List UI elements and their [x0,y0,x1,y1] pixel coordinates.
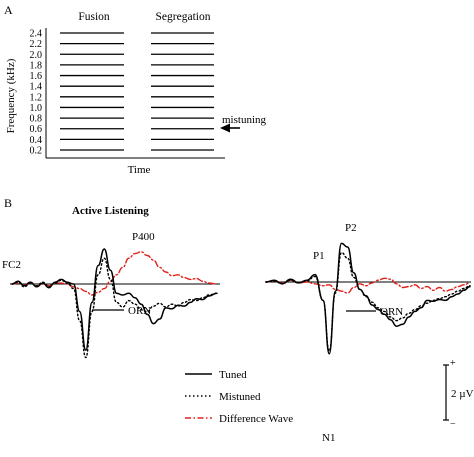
panel-a-letter: A [4,3,13,17]
right-mistuned-waveform [265,251,471,352]
scale-plus-sign: + [450,358,456,369]
y-tick-1-0: 1.0 [30,103,43,114]
condition-title: Active Listening [72,205,149,217]
segregation-harmonics [151,32,214,151]
orn-label-left: ORN [128,305,151,317]
y-tick-1-8: 1.8 [30,60,43,71]
legend: Tuned Mistuned Difference Wave [185,369,293,425]
right-difference-wave-waveform [265,277,471,294]
electrode-label: FC2 [2,259,21,271]
p1-label: P1 [313,250,325,262]
y-tick-0-4: 0.4 [30,135,43,146]
legend-label-difference: Difference Wave [219,413,293,425]
voltage-scale-bar: + − 2 µV [443,358,474,430]
left-mistuned-waveform [11,257,218,359]
y-tick-0-2: 0.2 [30,146,43,157]
segregation-header: Segregation [156,11,211,23]
y-tick-2-4: 2.4 [30,29,43,40]
legend-label-mistuned: Mistuned [219,391,261,403]
mistuning-arrow-icon [220,123,230,133]
right-tuned-waveform [265,242,471,355]
y-tick-1-2: 1.2 [30,92,43,103]
orn-label-right: ORN [380,306,403,318]
panel-b-letter: B [4,196,12,210]
fusion-harmonics [60,32,124,151]
y-tick-2-0: 2.0 [30,50,43,61]
n1-label: N1 [322,432,335,444]
legend-label-tuned: Tuned [219,369,247,381]
y-tick-labels: 2.42.22.01.81.61.41.21.00.80.60.40.2 [30,29,43,157]
y-tick-1-4: 1.4 [30,82,43,93]
x-axis-label: Time [128,164,151,176]
scale-minus-sign: − [450,419,456,430]
waveforms-left [11,248,218,359]
y-tick-0-6: 0.6 [30,124,43,135]
scale-label: 2 µV [451,388,474,400]
y-tick-1-6: 1.6 [30,71,43,82]
y-tick-0-8: 0.8 [30,114,43,125]
y-tick-2-2: 2.2 [30,39,43,50]
waveforms-right [265,242,471,355]
p2-label: P2 [345,222,357,234]
left-tuned-waveform [11,248,218,351]
y-axis-label: Frequency (kHz) [5,58,17,133]
p400-label: P400 [132,231,155,243]
fusion-header: Fusion [78,11,110,23]
mistuning-label: mistuning [222,114,267,126]
